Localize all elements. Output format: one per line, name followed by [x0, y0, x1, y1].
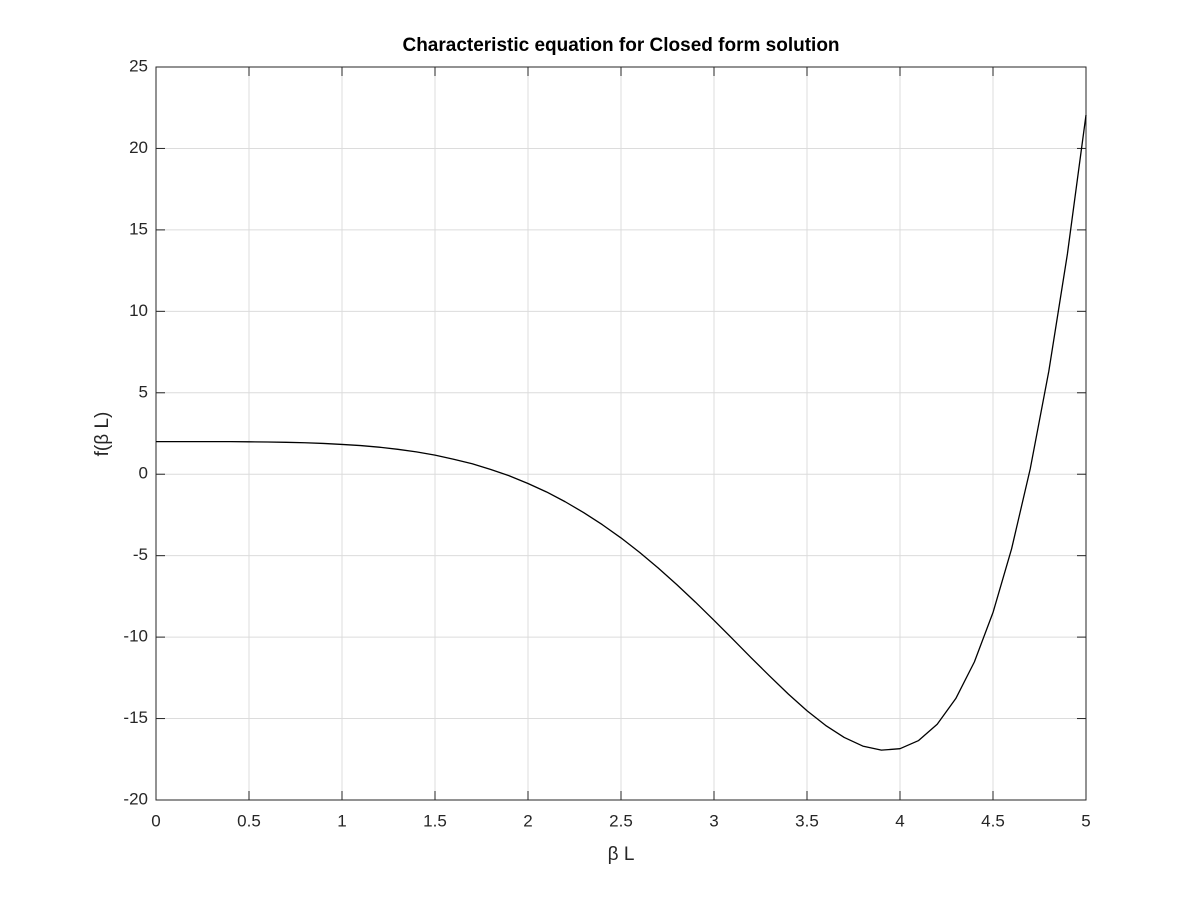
x-tick-label: 2: [523, 811, 532, 830]
x-tick-label: 3.5: [795, 811, 819, 830]
chart-title: Characteristic equation for Closed form …: [402, 35, 839, 56]
x-tick-label: 3: [709, 811, 718, 830]
x-axis-label: β L: [608, 844, 635, 865]
y-tick-label: -5: [133, 545, 148, 564]
y-tick-label: 5: [139, 382, 148, 401]
x-tick-label: 0: [151, 811, 160, 830]
y-tick-label: 0: [139, 464, 148, 483]
x-tick-label: 1.5: [423, 811, 447, 830]
y-tick-label: 25: [129, 56, 148, 75]
plot-frame: [155, 66, 1087, 801]
y-tick-label: 10: [129, 301, 148, 320]
x-tick-label: 4: [895, 811, 904, 830]
x-tick-label: 4.5: [981, 811, 1005, 830]
line-series: [156, 114, 1087, 751]
y-tick-label: -10: [123, 627, 148, 646]
x-tick-label: 5: [1081, 811, 1090, 830]
y-tick-label: 15: [129, 219, 148, 238]
y-axis-label: f(β L): [92, 412, 113, 457]
x-tick-label: 0.5: [237, 811, 261, 830]
x-tick-label: 2.5: [609, 811, 633, 830]
x-tick-label: 1: [337, 811, 346, 830]
y-tick-label: 20: [129, 138, 148, 157]
y-tick-label: -15: [123, 708, 148, 727]
y-tick-label: -20: [123, 789, 148, 808]
